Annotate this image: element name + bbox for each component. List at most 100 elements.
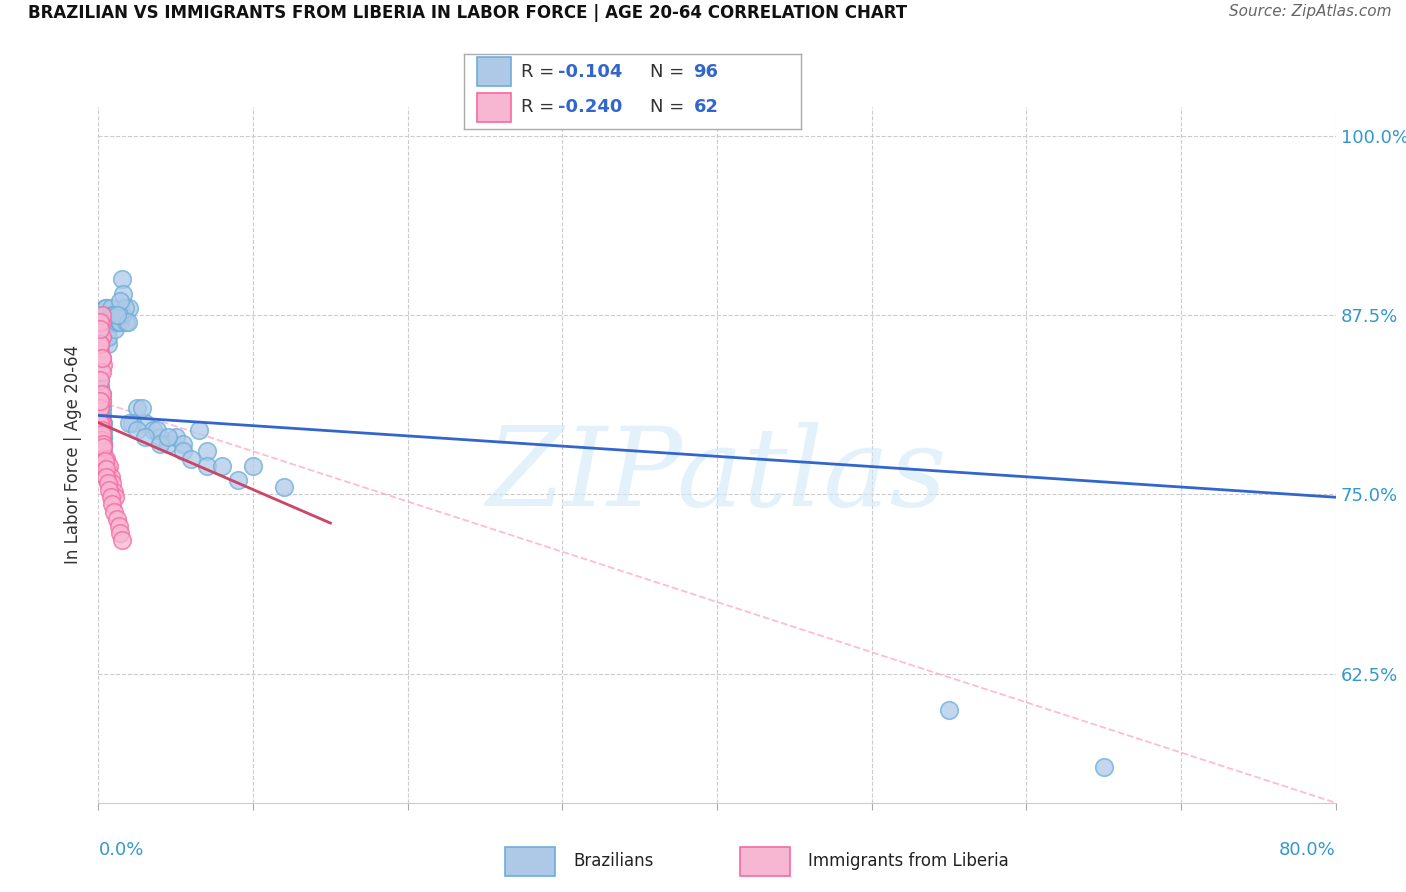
Point (134, 430, 156, 444)
Text: Brazilians: Brazilians (574, 852, 654, 870)
FancyBboxPatch shape (478, 57, 512, 87)
Point (89, 373, 111, 387)
Point (90, 394, 112, 409)
Point (93, 329, 115, 343)
Point (111, 272, 134, 286)
Point (89, 447, 111, 461)
Text: N =: N = (650, 62, 689, 80)
FancyBboxPatch shape (505, 847, 554, 876)
Point (100, 490, 122, 504)
Point (97, 475, 120, 490)
Point (91, 437, 114, 451)
Point (1092, 760, 1115, 774)
Point (90, 351, 112, 365)
Point (89, 454, 111, 468)
Text: -0.240: -0.240 (558, 98, 623, 116)
Point (101, 308, 124, 322)
Point (91, 430, 114, 444)
Text: 96: 96 (693, 62, 718, 80)
Point (89, 380, 111, 394)
Point (105, 308, 128, 322)
Point (146, 423, 169, 437)
Point (97, 461, 120, 475)
Point (91, 437, 114, 451)
Point (165, 430, 187, 444)
Point (90, 416, 112, 430)
Point (108, 293, 131, 308)
Text: 62: 62 (693, 98, 718, 116)
Point (101, 475, 124, 490)
Point (89, 430, 111, 444)
Point (91, 423, 114, 437)
Point (89, 447, 111, 461)
Y-axis label: In Labor Force | Age 20-64: In Labor Force | Age 20-64 (65, 345, 83, 565)
Point (242, 458, 264, 473)
Point (90, 308, 112, 322)
Point (90, 416, 112, 430)
FancyBboxPatch shape (478, 93, 512, 122)
Point (89, 394, 111, 409)
Point (91, 358, 114, 372)
Point (127, 401, 149, 416)
Point (96, 451, 118, 466)
Point (149, 430, 172, 444)
Point (97, 322, 120, 336)
Text: Immigrants from Liberia: Immigrants from Liberia (808, 852, 1010, 870)
Point (91, 440, 114, 454)
Point (89, 394, 111, 409)
Point (97, 329, 120, 343)
Point (91, 416, 114, 430)
Point (103, 484, 125, 499)
Point (90, 433, 112, 447)
Point (90, 351, 112, 365)
Point (89, 387, 111, 401)
Point (142, 423, 165, 437)
Point (90, 394, 112, 409)
Point (114, 301, 136, 315)
Point (89, 401, 111, 416)
Point (89, 387, 111, 401)
Point (273, 480, 295, 494)
Point (195, 444, 218, 458)
Point (90, 409, 112, 423)
Point (91, 416, 114, 430)
Point (938, 702, 960, 716)
Point (89, 336, 111, 351)
Point (97, 336, 120, 351)
Point (157, 430, 180, 444)
Point (90, 387, 112, 401)
Point (117, 315, 139, 329)
Point (89, 373, 111, 387)
Point (90, 315, 112, 329)
Point (131, 401, 153, 416)
Point (89, 401, 111, 416)
Point (96, 308, 118, 322)
Point (90, 430, 112, 444)
Point (89, 401, 111, 416)
Point (134, 416, 156, 430)
Point (103, 308, 125, 322)
Point (96, 470, 118, 484)
Point (91, 458, 114, 473)
Point (108, 526, 131, 541)
Text: BRAZILIAN VS IMMIGRANTS FROM LIBERIA IN LABOR FORCE | AGE 20-64 CORRELATION CHAR: BRAZILIAN VS IMMIGRANTS FROM LIBERIA IN … (28, 4, 907, 22)
Point (107, 315, 129, 329)
Point (90, 427, 112, 442)
Point (180, 451, 202, 466)
Point (89, 387, 111, 401)
Point (89, 387, 111, 401)
Point (89, 401, 111, 416)
Point (100, 470, 122, 484)
Point (89, 423, 111, 437)
Point (90, 366, 112, 380)
Point (91, 451, 114, 466)
Point (211, 458, 233, 473)
Point (111, 308, 134, 322)
Point (90, 444, 112, 458)
Point (98, 458, 121, 473)
Point (104, 322, 127, 336)
Point (90, 329, 112, 343)
Point (93, 451, 115, 466)
Point (90, 416, 112, 430)
Text: 0.0%: 0.0% (98, 841, 143, 859)
